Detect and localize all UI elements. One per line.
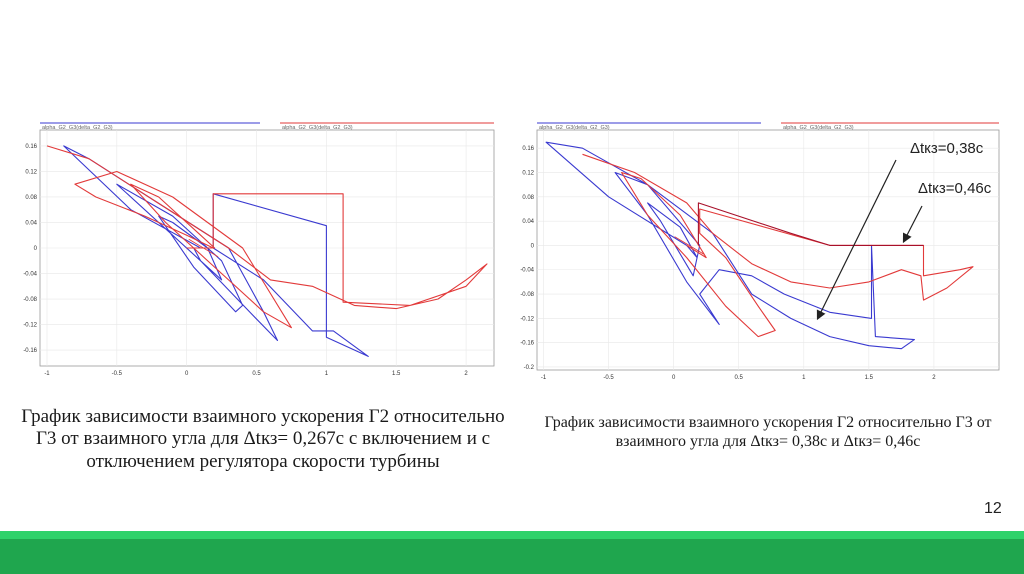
x-tick-label: 1 [802,375,806,381]
y-tick-label: 0.12 [522,171,534,177]
y-tick-label: -0.12 [520,316,534,322]
legend-label: alpha_G2_G3(delta_G2_G3) [282,125,353,131]
series-line-1 [63,145,369,357]
y-tick-label: -0.16 [520,341,534,347]
plot-area [536,129,1000,371]
legend-label: alpha_G2_G3(delta_G2_G3) [42,125,113,131]
x-tick-label: 1.5 [865,375,874,381]
y-tick-label: 0.08 [522,195,534,201]
x-tick-label: -0.5 [603,375,614,381]
annotation-dt-038: Δtкз=0,38с [910,140,984,157]
y-tick-label: -0.12 [23,323,37,329]
oscillation-cluster [674,236,705,255]
footer-bar [0,539,1024,574]
footer-bar-light [0,531,1024,539]
y-tick-label: 0.12 [25,169,37,175]
y-tick-label: 0.16 [25,144,37,150]
series-line-1 [545,141,915,350]
chart-left: alpha_G2_G3(delta_G2_G3) alpha_G2_G3(delt… [16,118,504,380]
caption-left: График зависимости взаимного ускорения Г… [21,406,505,472]
x-tick-label: 1 [325,371,329,377]
series-line-2 [46,145,488,329]
x-tick-label: 2 [464,371,468,377]
y-tick-label: 0.04 [522,219,534,225]
x-tick-label: 0.5 [735,375,744,381]
x-tick-label: -0.5 [112,371,123,377]
x-tick-label: 2 [932,375,936,381]
y-tick-label: 0 [34,246,38,252]
y-tick-label: -0.08 [23,297,37,303]
slide-number: 12 [984,500,1002,517]
y-tick-label: -0.2 [524,365,535,371]
y-tick-label: -0.04 [520,268,534,274]
chart-right: alpha_G2_G3(delta_G2_G3) alpha_G2_G3(delt… [513,118,1009,384]
legend-label: alpha_G2_G3(delta_G2_G3) [783,125,854,131]
oscillation-cluster [188,238,219,258]
legend-label: alpha_G2_G3(delta_G2_G3) [539,125,610,131]
y-tick-label: 0.16 [522,146,534,152]
y-tick-label: 0.04 [25,220,37,226]
x-tick-label: 0.5 [252,371,261,377]
y-tick-label: 0 [531,243,535,249]
y-tick-label: -0.08 [520,292,534,298]
y-tick-label: -0.04 [23,272,37,278]
chart-left-svg: alpha_G2_G3(delta_G2_G3) alpha_G2_G3(delt… [23,122,495,377]
x-tick-label: 0 [672,375,676,381]
annotation-dt-046: Δtкз=0,46с [918,180,992,197]
x-tick-label: 0 [185,371,189,377]
x-tick-label: -1 [44,371,50,377]
x-tick-label: 1.5 [392,371,401,377]
chart-right-svg: alpha_G2_G3(delta_G2_G3) alpha_G2_G3(delt… [520,122,1000,381]
y-tick-label: -0.16 [23,348,37,354]
x-tick-label: -1 [541,375,547,381]
caption-right: График зависимости взаимного ускорения Г… [544,414,992,450]
y-tick-label: 0.08 [25,195,37,201]
